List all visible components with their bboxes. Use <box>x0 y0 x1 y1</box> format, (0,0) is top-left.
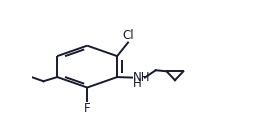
Text: Cl: Cl <box>122 29 134 42</box>
Text: F: F <box>84 102 90 115</box>
Text: H: H <box>132 77 141 90</box>
Text: NH: NH <box>132 71 150 84</box>
